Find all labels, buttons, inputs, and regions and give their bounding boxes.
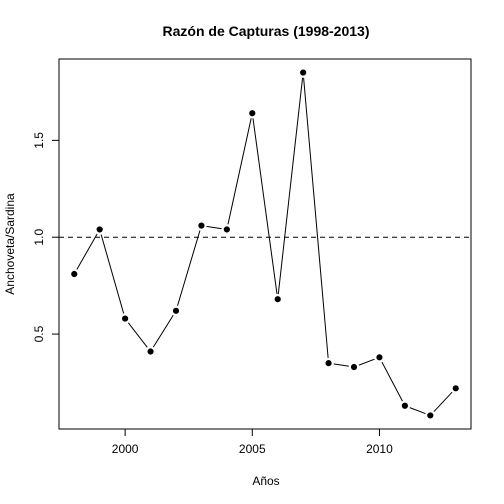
line-segment-2001-2002 (150, 310, 177, 352)
data-point-2011 (399, 400, 411, 412)
data-point-2008 (323, 357, 334, 369)
x-tick-label-2005: 2005 (239, 442, 266, 456)
series-line (73, 72, 457, 416)
data-points (68, 67, 462, 421)
x-tick-label-2000: 2000 (112, 442, 139, 456)
chart-title: Razón de Capturas (1998-2013) (163, 23, 370, 39)
line-segment-2000-2001 (124, 318, 151, 352)
data-point-1999 (94, 224, 105, 235)
data-point-1998 (68, 268, 80, 280)
data-point-2012 (425, 410, 436, 421)
x-tick-label-2010: 2010 (366, 442, 393, 456)
data-point-2001 (145, 346, 156, 357)
line-segment-2004-2005 (226, 113, 253, 230)
y-tick-label-1.5: 1.5 (32, 132, 46, 149)
data-point-2006 (272, 293, 284, 305)
data-point-2005 (246, 107, 258, 119)
line-segment-1999-2000 (99, 229, 126, 319)
line-segment-1998-1999 (73, 229, 101, 275)
data-point-2003 (196, 220, 207, 231)
data-point-2013 (450, 383, 462, 394)
x-axis: 2000 2005 2010 (112, 429, 393, 456)
x-axis-label: Años (252, 474, 279, 488)
data-point-2007 (297, 67, 309, 78)
data-point-2010 (374, 352, 385, 363)
line-segment-2005-2006 (251, 113, 279, 300)
plot-frame (58, 58, 472, 430)
line-segment-2007-2008 (302, 72, 330, 364)
y-axis: 0.5 1.0 1.5 (32, 132, 59, 342)
line-segment-2012-2013 (429, 387, 457, 416)
line-segment-2006-2007 (277, 72, 304, 300)
line-segment-2010-2011 (379, 357, 406, 406)
y-axis-label: Anchoveta/Sardina (3, 193, 17, 295)
data-point-2000 (119, 313, 131, 324)
data-point-2009 (348, 361, 360, 373)
line-segment-2002-2003 (175, 225, 202, 311)
y-tick-label-1: 1.0 (32, 229, 46, 246)
data-point-2002 (170, 305, 182, 317)
y-tick-label-0.5: 0.5 (32, 325, 46, 342)
data-point-2004 (221, 224, 233, 235)
